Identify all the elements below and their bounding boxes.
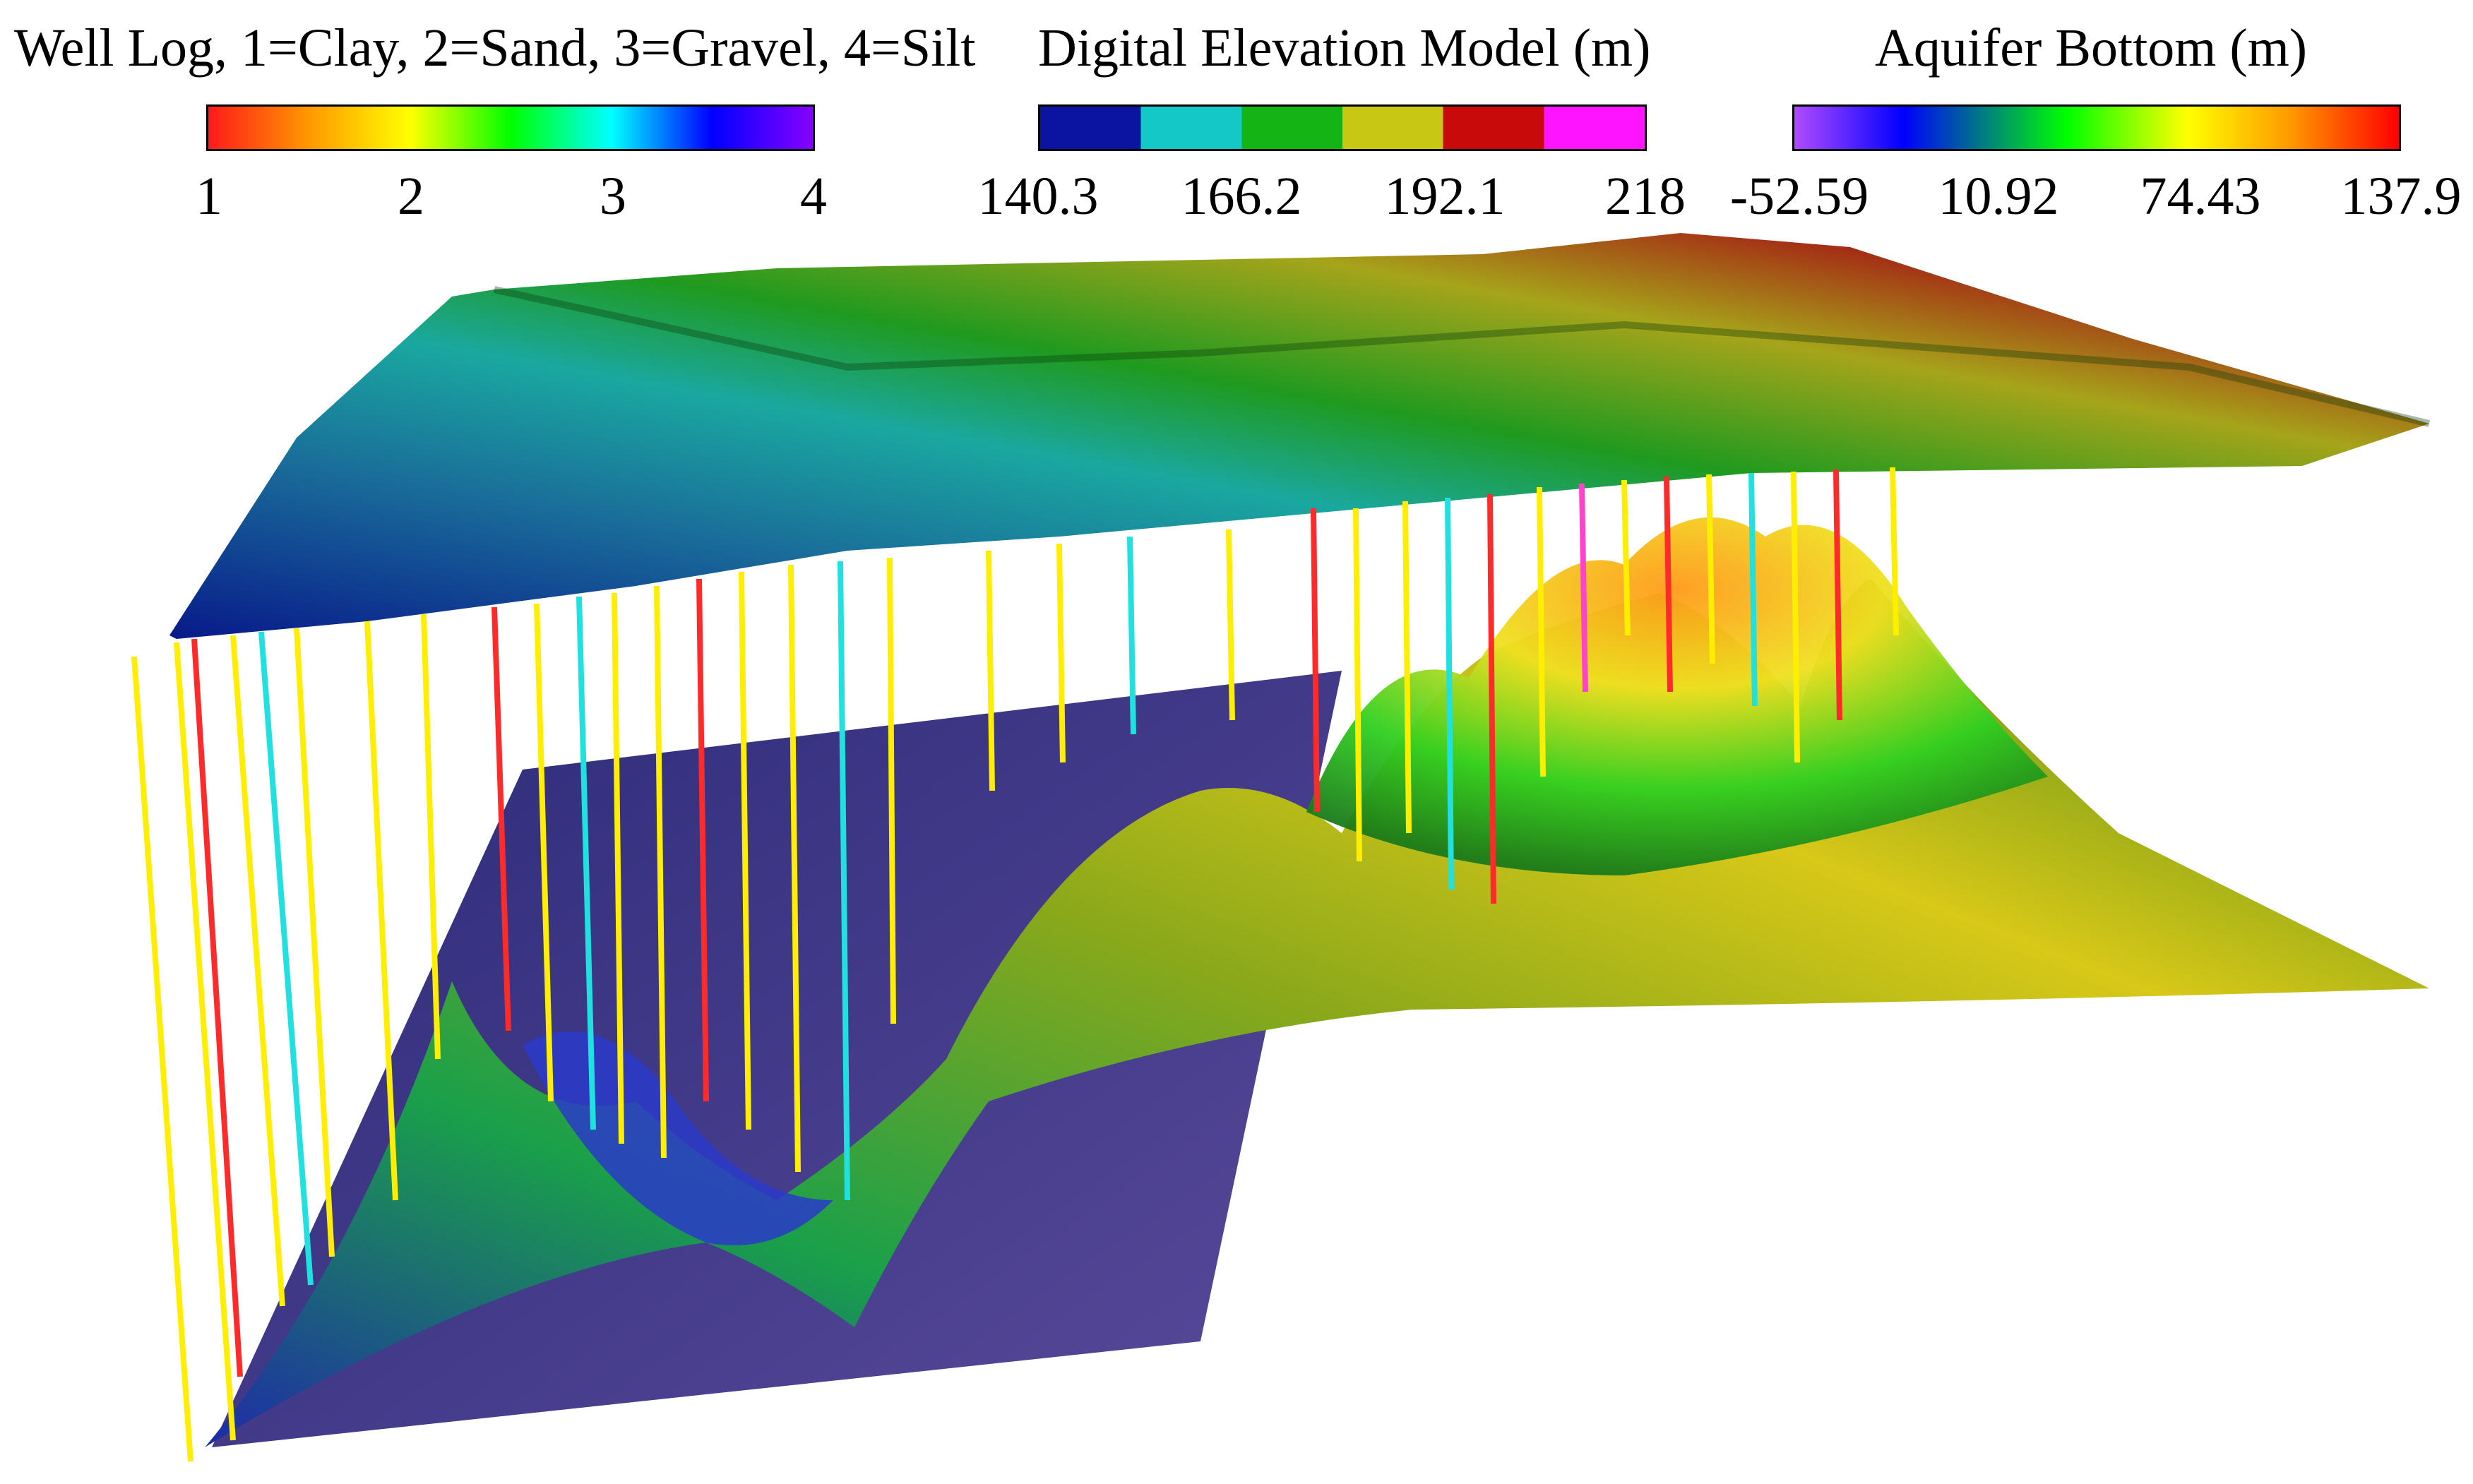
well-log (191, 638, 243, 1377)
well-log (364, 621, 398, 1201)
dem-tick-192: 192.1 (1384, 167, 1506, 226)
well-log (294, 628, 335, 1257)
well-log-tick-3: 3 (600, 167, 626, 226)
dem-ridge-shading (493, 286, 2431, 427)
well-log (421, 614, 441, 1060)
well-log (1706, 474, 1715, 664)
aquifer-tick-3: 74.43 (2140, 167, 2261, 226)
well-log (1127, 536, 1136, 735)
well-log (654, 585, 667, 1159)
dem-legend-title: Digital Elevation Model (m) (1038, 18, 1651, 78)
well-log (174, 642, 236, 1441)
well-log (1537, 486, 1546, 777)
well-log-tick-4: 4 (800, 167, 827, 226)
well-log (1311, 508, 1320, 813)
well-log-colorbar (206, 104, 815, 151)
well-logs (131, 467, 1899, 1462)
aquifer-legend-title: Aquifer Bottom (m) (1875, 18, 2308, 78)
well-log (491, 606, 511, 1031)
well-log (1445, 497, 1454, 890)
well-log (230, 635, 285, 1307)
well-log-tick-1: 1 (196, 167, 222, 226)
well-log (1621, 479, 1631, 636)
aquifer-colorbar (1792, 104, 2401, 151)
well-log (1402, 501, 1412, 834)
well-log (1833, 469, 1842, 721)
well-log (838, 561, 850, 1201)
dem-tick-166: 166.2 (1181, 167, 1302, 226)
well-log (1579, 483, 1588, 693)
well-log (1487, 493, 1496, 904)
dem-tick-140: 140.3 (977, 167, 1099, 226)
well-log (739, 571, 751, 1130)
well-log (696, 578, 709, 1102)
aquifer-depression (523, 1031, 833, 1245)
aquifer-tick-2: 10.92 (1938, 167, 2059, 226)
well-log (788, 564, 801, 1173)
well-log (1791, 471, 1800, 763)
well-log (1748, 472, 1758, 707)
well-log (576, 596, 596, 1130)
dem-surface (169, 233, 2429, 639)
well-log (1890, 467, 1899, 636)
well-log (258, 631, 314, 1286)
dem-colorbar (1038, 104, 1647, 151)
well-log (612, 592, 624, 1144)
well-log (534, 603, 554, 1102)
well-log (1226, 529, 1235, 721)
well-log (1353, 508, 1362, 862)
well-log (887, 557, 896, 1024)
well-log (1664, 476, 1673, 693)
well-log-legend-title: Well Log, 1=Clay, 2=Sand, 3=Gravel, 4=Si… (14, 18, 976, 78)
well-log (131, 656, 193, 1462)
well-log-tick-2: 2 (398, 167, 424, 226)
aquifer-tick-max: 137.9 (2340, 167, 2462, 226)
well-log (1056, 543, 1066, 763)
aquifer-tick-min: -52.59 (1729, 167, 1869, 226)
well-log (986, 550, 995, 791)
dem-tick-218: 218 (1605, 167, 1686, 226)
